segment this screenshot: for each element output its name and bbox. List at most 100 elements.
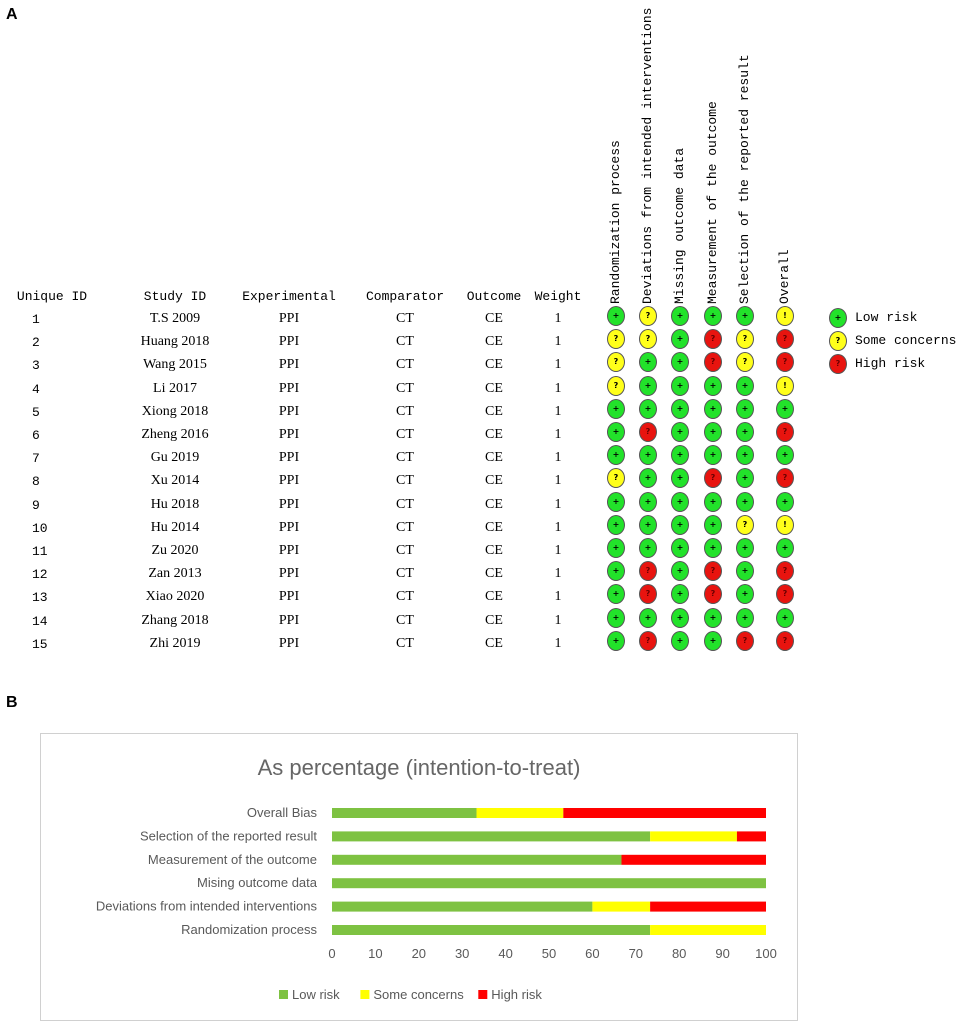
row-comparator: CT bbox=[396, 427, 414, 442]
bias-summary-chart: As percentage (intention-to-treat) Overal… bbox=[96, 755, 777, 1002]
row-unique-id: 5 bbox=[32, 404, 40, 420]
risk-low-icon: + bbox=[736, 468, 754, 489]
row-comparator: CT bbox=[396, 566, 414, 582]
row-unique-id: 4 bbox=[32, 381, 40, 397]
risk-low-icon: + bbox=[671, 514, 689, 535]
risk-low-icon: + bbox=[607, 398, 625, 419]
risk-low-icon: + bbox=[736, 306, 754, 326]
row-weight: 1 bbox=[554, 380, 562, 396]
bar-segment-high-risk bbox=[563, 808, 766, 818]
x-tick-label: 40 bbox=[498, 946, 512, 961]
risk-high-icon: ? bbox=[776, 352, 794, 373]
bar-segment-low-risk bbox=[332, 878, 766, 889]
risk-low-icon: + bbox=[736, 445, 754, 466]
risk-low-icon: + bbox=[704, 375, 722, 396]
risk-low-icon: + bbox=[639, 538, 657, 558]
row-outcome: CE bbox=[485, 566, 503, 582]
row-unique-id: 13 bbox=[32, 590, 48, 606]
risk-low-icon: + bbox=[776, 538, 794, 558]
row-study-id: Wang 2015 bbox=[143, 357, 207, 373]
row-weight: 1 bbox=[554, 635, 562, 651]
risk-low-icon: + bbox=[776, 607, 794, 628]
risk-low-icon: + bbox=[671, 352, 689, 373]
risk-low-icon: + bbox=[639, 352, 657, 373]
row-experimental: PPI bbox=[278, 612, 300, 628]
row-experimental: PPI bbox=[278, 566, 300, 582]
risk-some-icon: ? bbox=[736, 352, 754, 373]
row-unique-id: 2 bbox=[32, 335, 40, 351]
risk-low-icon: + bbox=[607, 607, 625, 628]
bias-summary-chart-frame: As percentage (intention-to-treat) Overal… bbox=[40, 733, 798, 1021]
category-label: Measurement of the outcome bbox=[148, 852, 317, 867]
risk-high-icon: ? bbox=[776, 630, 794, 651]
row-comparator: CT bbox=[396, 519, 414, 535]
x-tick-label: 10 bbox=[368, 946, 382, 961]
row-study-id: Gu 2019 bbox=[150, 450, 200, 466]
row-study-id: Zhi 2019 bbox=[149, 635, 201, 651]
risk-low-icon: + bbox=[671, 584, 689, 605]
row-outcome: CE bbox=[485, 589, 503, 605]
x-tick-label: 80 bbox=[672, 946, 686, 961]
row-experimental: PPI bbox=[278, 380, 300, 396]
row-comparator: CT bbox=[396, 473, 414, 489]
risk-low-icon: + bbox=[736, 491, 754, 512]
row-comparator: CT bbox=[396, 334, 414, 350]
risk-low-icon: + bbox=[671, 329, 689, 350]
risk-low-icon: + bbox=[704, 306, 722, 326]
risk-high-icon: ? bbox=[704, 352, 722, 373]
row-comparator: CT bbox=[396, 543, 414, 558]
domain-header: Deviations from intended interventions bbox=[640, 7, 655, 304]
risk-low-icon: + bbox=[671, 375, 689, 396]
risk-high-icon: ? bbox=[704, 468, 722, 489]
risk-some-icon: ? bbox=[607, 352, 625, 373]
bar-segment-high-risk bbox=[650, 901, 766, 912]
risk-low-icon: + bbox=[671, 561, 689, 582]
domain-header: Missing outcome data bbox=[672, 147, 687, 304]
risk-low-icon: + bbox=[607, 422, 625, 442]
row-outcome: CE bbox=[485, 543, 503, 558]
legend-label: Low risk bbox=[292, 987, 340, 1002]
bar-segment-high-risk bbox=[736, 831, 766, 842]
row-unique-id: 12 bbox=[32, 567, 48, 583]
risk-low-icon: + bbox=[671, 398, 689, 419]
risk-low-icon: + bbox=[704, 422, 722, 442]
risk-high-icon: ? bbox=[776, 422, 794, 442]
risk-low-icon: + bbox=[776, 445, 794, 466]
risk-low-icon: + bbox=[736, 538, 754, 558]
risk-low-icon: + bbox=[607, 538, 625, 558]
risk-some-icon: ? bbox=[736, 329, 754, 350]
risk-low-icon: + bbox=[639, 491, 657, 512]
row-weight: 1 bbox=[554, 566, 562, 582]
row-outcome: CE bbox=[485, 612, 503, 628]
row-comparator: CT bbox=[396, 496, 414, 512]
row-weight: 1 bbox=[554, 450, 562, 466]
row-experimental: PPI bbox=[278, 403, 300, 419]
row-unique-id: 15 bbox=[32, 636, 48, 652]
row-experimental: PPI bbox=[278, 519, 300, 535]
row-unique-id: 10 bbox=[32, 520, 48, 536]
risk-low-icon: + bbox=[607, 630, 625, 651]
row-unique-id: 7 bbox=[32, 451, 40, 467]
risk-low-icon: + bbox=[704, 445, 722, 466]
risk-low-icon: + bbox=[736, 375, 754, 396]
risk-high-icon: ? bbox=[639, 422, 657, 442]
row-outcome: CE bbox=[485, 519, 503, 535]
row-study-id: Zan 2013 bbox=[148, 566, 202, 582]
risk-some-icon: ? bbox=[639, 306, 657, 326]
legend-label: Some concerns bbox=[373, 987, 464, 1002]
risk-low-icon: + bbox=[736, 422, 754, 442]
row-unique-id: 3 bbox=[32, 358, 40, 374]
column-header: Unique ID bbox=[16, 289, 88, 304]
row-weight: 1 bbox=[554, 473, 562, 489]
row-experimental: PPI bbox=[278, 311, 300, 326]
risk-high-icon: ? bbox=[736, 630, 754, 651]
category-label: Mising outcome data bbox=[197, 875, 318, 890]
row-weight: 1 bbox=[554, 311, 562, 326]
risk-low-icon: + bbox=[639, 514, 657, 535]
row-comparator: CT bbox=[396, 311, 414, 326]
row-study-id: Zhang 2018 bbox=[141, 612, 209, 628]
risk-some-icon: ! bbox=[776, 306, 794, 326]
risk-low-icon: + bbox=[607, 584, 625, 605]
risk-low-icon: + bbox=[639, 398, 657, 419]
risk-low-icon: + bbox=[671, 468, 689, 489]
